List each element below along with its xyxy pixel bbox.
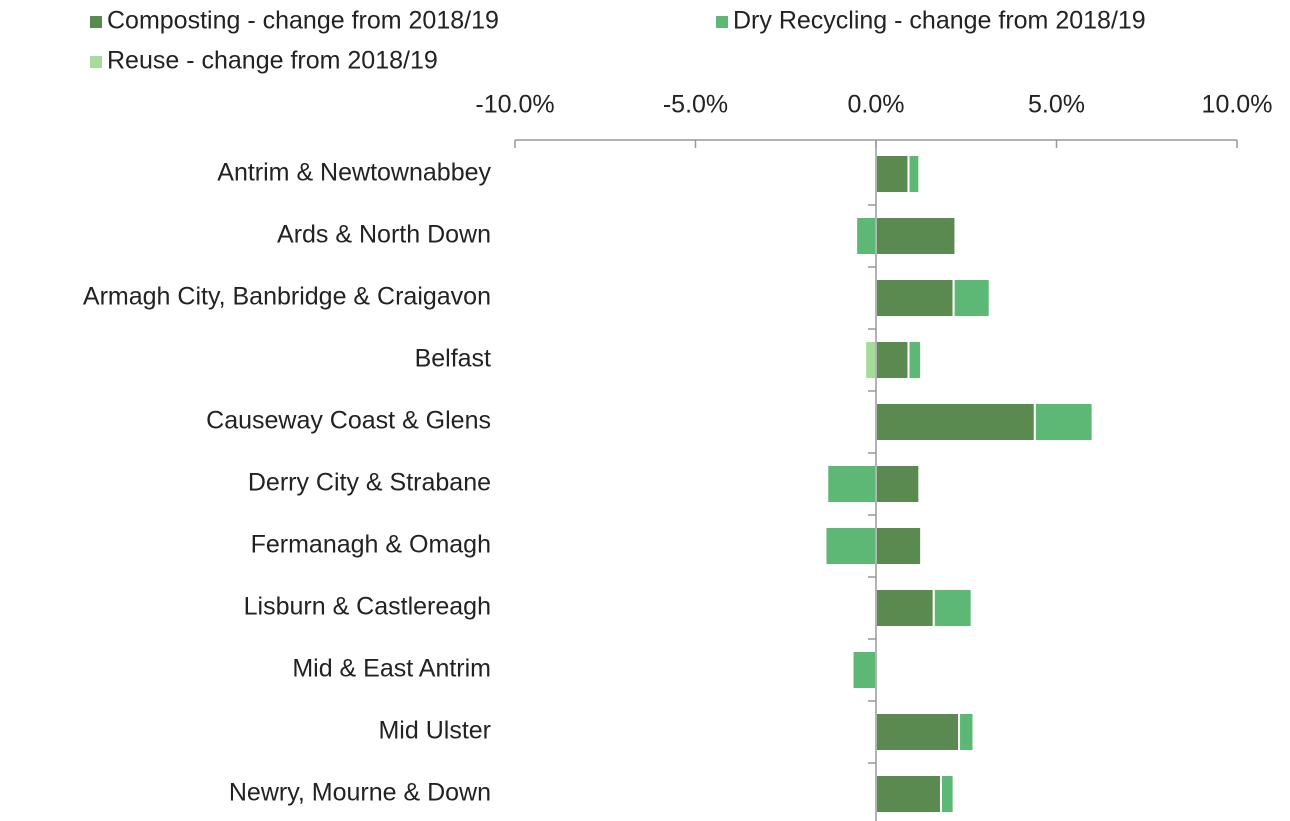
legend-swatch	[90, 56, 102, 68]
bar	[875, 588, 935, 628]
y-tick-label: Fermanagh & Omagh	[251, 531, 491, 559]
legend-label: Reuse - change from 2018/19	[107, 47, 438, 75]
y-tick-label: Newry, Mourne & Down	[229, 779, 491, 807]
bar	[875, 774, 942, 814]
legend-swatch	[716, 16, 728, 28]
y-tick-label: Derry City & Strabane	[248, 469, 491, 497]
bar	[851, 650, 877, 690]
y-tick-label: Armagh City, Banbridge & Craigavon	[83, 283, 491, 311]
bar	[875, 216, 957, 256]
legend-label: Dry Recycling - change from 2018/19	[733, 7, 1146, 35]
bar	[875, 464, 921, 504]
x-tick-label: 5.0%	[1028, 91, 1085, 119]
x-tick-label: 10.0%	[1202, 91, 1273, 119]
bar	[958, 712, 975, 752]
legend-label: Composting - change from 2018/19	[107, 7, 499, 35]
y-tick-label: Antrim & Newtownabbey	[217, 159, 491, 187]
x-tick-label: 0.0%	[848, 91, 905, 119]
bar	[864, 340, 877, 380]
y-tick-label: Mid & East Antrim	[292, 655, 491, 683]
y-tick-label: Causeway Coast & Glens	[206, 407, 491, 435]
bar	[875, 712, 961, 752]
y-tick-label: Ards & North Down	[277, 221, 491, 249]
bar	[826, 464, 878, 504]
x-tick-label: -5.0%	[663, 91, 728, 119]
bar	[855, 216, 878, 256]
y-tick-label: Mid Ulster	[378, 717, 491, 745]
y-tick-label: Belfast	[415, 345, 491, 373]
bar	[875, 402, 1036, 442]
bar	[875, 340, 910, 380]
bar	[875, 278, 955, 318]
y-tick-label: Lisburn & Castlereagh	[244, 593, 491, 621]
bar	[907, 340, 923, 380]
bar	[1033, 402, 1094, 442]
x-tick-label: -10.0%	[475, 91, 554, 119]
bar	[939, 774, 955, 814]
bar	[932, 588, 973, 628]
bar	[875, 526, 923, 566]
bar	[907, 154, 921, 194]
bar	[952, 278, 991, 318]
bar	[875, 154, 910, 194]
legend-swatch	[90, 16, 102, 28]
bar	[824, 526, 878, 566]
